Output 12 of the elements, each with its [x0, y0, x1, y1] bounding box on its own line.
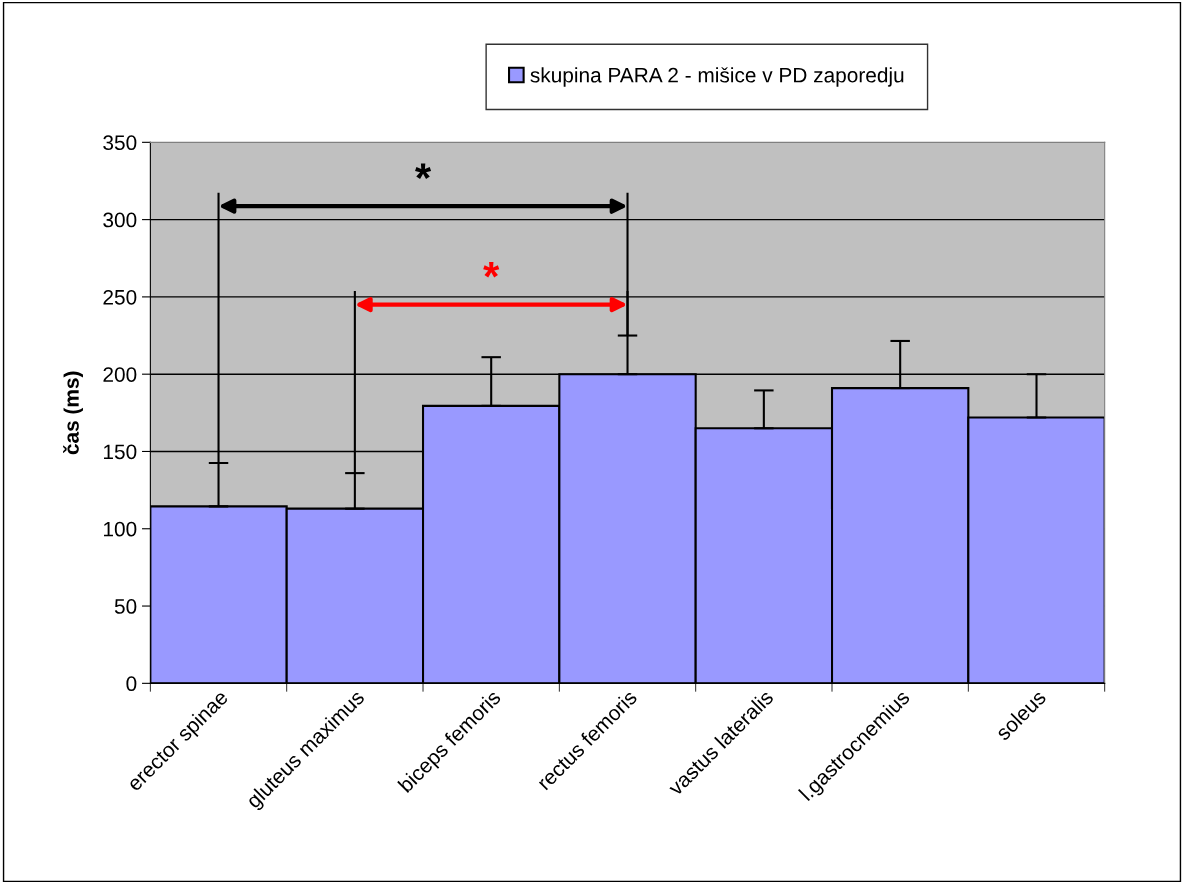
y-tick-label: 150 — [104, 444, 137, 460]
y-tick-label: 300 — [103, 212, 137, 228]
y-tick-label: 50 — [114, 599, 137, 614]
y-tick-label: 350 — [103, 135, 137, 151]
y-tick-label: 200 — [103, 367, 137, 382]
annotation: * — [415, 163, 432, 179]
y-axis-title: čas (ms) — [63, 371, 83, 455]
legend-label: skupina PARA 2 - mišice v PD zaporedju — [530, 67, 904, 87]
y-tick-label: 100 — [104, 521, 137, 537]
annotation: * — [483, 261, 500, 278]
y-tick-label: 0 — [126, 676, 137, 692]
y-tick-label: 250 — [103, 289, 137, 305]
